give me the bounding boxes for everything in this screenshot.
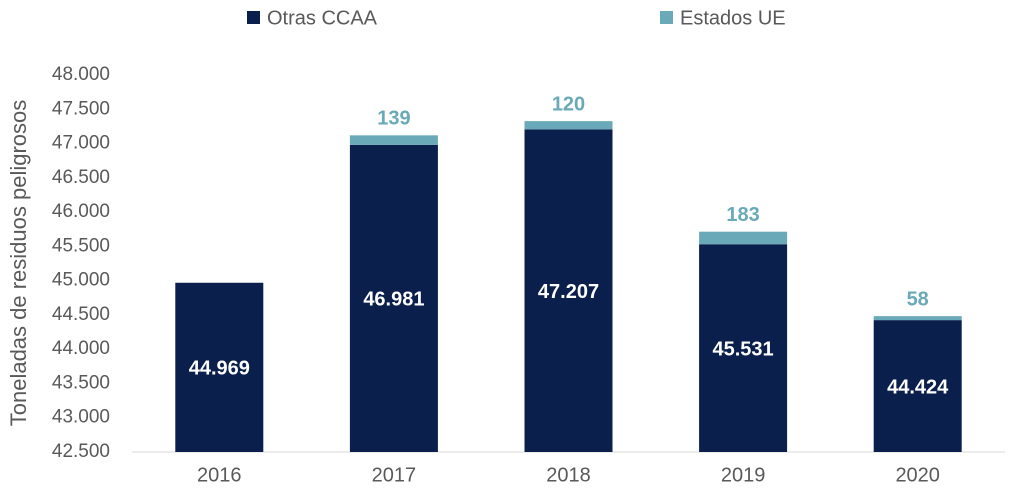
y-axis-label: Toneladas de residuos peligrosos xyxy=(6,100,31,427)
y-tick-label: 44.000 xyxy=(52,338,110,359)
y-tick-label: 45.500 xyxy=(52,235,110,256)
data-label: 139 xyxy=(377,108,410,130)
data-label: 58 xyxy=(907,288,929,310)
x-tick-label: 2017 xyxy=(372,464,417,486)
y-tick-label: 48.000 xyxy=(52,64,110,85)
y-tick-label: 46.000 xyxy=(52,201,110,222)
bar-segment xyxy=(349,144,438,452)
bar-segment xyxy=(873,320,962,452)
data-label: 47.207 xyxy=(538,281,599,303)
bar-segment xyxy=(175,282,264,452)
bar-segment xyxy=(524,129,613,452)
legend-swatch xyxy=(247,11,260,24)
x-tick-label: 2016 xyxy=(197,464,242,486)
data-label: 46.981 xyxy=(363,289,424,311)
legend-swatch xyxy=(660,11,673,24)
bar-segment xyxy=(699,244,788,452)
bar-segment xyxy=(699,231,788,245)
y-tick-label: 47.000 xyxy=(52,133,110,154)
y-tick-label: 46.500 xyxy=(52,167,110,188)
x-tick-label: 2020 xyxy=(895,464,940,486)
data-label: 120 xyxy=(552,93,585,115)
y-tick-label: 43.500 xyxy=(52,372,110,393)
bar-segment xyxy=(873,316,962,321)
data-label: 183 xyxy=(726,204,759,226)
y-tick-label: 43.000 xyxy=(52,407,110,428)
y-tick-label: 44.500 xyxy=(52,304,110,325)
data-label: 44.424 xyxy=(887,376,949,398)
legend-label: Estados UE xyxy=(680,7,786,29)
y-tick-label: 42.500 xyxy=(52,441,110,462)
y-tick-label: 47.500 xyxy=(52,98,110,119)
x-tick-label: 2018 xyxy=(546,464,591,486)
legend-label: Otras CCAA xyxy=(267,7,378,29)
data-label: 45.531 xyxy=(713,338,774,360)
x-tick-label: 2019 xyxy=(721,464,766,486)
data-label: 44.969 xyxy=(189,358,250,380)
bar-segment xyxy=(349,135,438,145)
y-tick-label: 45.000 xyxy=(52,270,110,291)
bar-segment xyxy=(524,121,613,130)
